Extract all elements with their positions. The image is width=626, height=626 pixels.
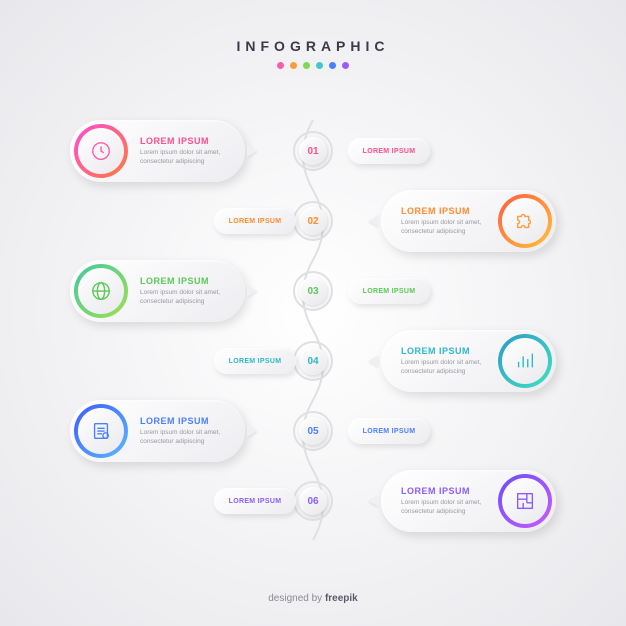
accent-dot — [277, 62, 284, 69]
pill-label: LOREM IPSUM — [229, 218, 282, 225]
icon-ring — [74, 124, 128, 178]
card-pointer — [247, 145, 257, 157]
pill-label: LOREM IPSUM — [363, 288, 416, 295]
card-text: LOREM IPSUM Lorem ipsum dolor sit amet, c… — [132, 276, 233, 307]
accent-dot — [316, 62, 323, 69]
step-pill: LOREM IPSUM — [348, 418, 430, 444]
card-title: LOREM IPSUM — [140, 276, 225, 286]
card-pointer — [247, 285, 257, 297]
accent-dots — [0, 62, 626, 69]
clock-icon — [78, 128, 124, 174]
card-title: LOREM IPSUM — [140, 416, 225, 426]
credit-brand: freepik — [325, 593, 358, 604]
infographic-container: 01 LOREM IPSUM Lorem ipsum dolor sit amet,… — [0, 120, 626, 560]
step-pill: LOREM IPSUM — [214, 208, 296, 234]
credit-prefix: designed by — [268, 593, 325, 604]
card-title: LOREM IPSUM — [401, 346, 486, 356]
icon-ring — [498, 474, 552, 528]
card-pointer — [369, 495, 379, 507]
step-number: 06 — [299, 487, 327, 515]
card-body: Lorem ipsum dolor sit amet, consectetur … — [140, 149, 225, 167]
card-body: Lorem ipsum dolor sit amet, consectetur … — [401, 359, 486, 377]
center-spine — [283, 120, 343, 540]
pill-label: LOREM IPSUM — [229, 498, 282, 505]
card-title: LOREM IPSUM — [140, 136, 225, 146]
step-card: LOREM IPSUM Lorem ipsum dolor sit amet, c… — [381, 190, 556, 252]
credit-line: designed by freepik — [0, 593, 626, 604]
pill-label: LOREM IPSUM — [363, 148, 416, 155]
main-title: INFOGRAPHIC — [0, 38, 626, 54]
step-pill: LOREM IPSUM — [348, 278, 430, 304]
step-pill: LOREM IPSUM — [214, 488, 296, 514]
accent-dot — [342, 62, 349, 69]
icon-ring — [74, 404, 128, 458]
accent-dot — [329, 62, 336, 69]
card-title: LOREM IPSUM — [401, 486, 486, 496]
maze-icon — [502, 478, 548, 524]
card-pointer — [369, 215, 379, 227]
icon-ring — [498, 194, 552, 248]
step-pill: LOREM IPSUM — [214, 348, 296, 374]
step-card: LOREM IPSUM Lorem ipsum dolor sit amet, c… — [381, 470, 556, 532]
card-pointer — [369, 355, 379, 367]
card-text: LOREM IPSUM Lorem ipsum dolor sit amet, c… — [132, 136, 233, 167]
card-body: Lorem ipsum dolor sit amet, consectetur … — [401, 499, 486, 517]
icon-ring — [74, 264, 128, 318]
card-text: LOREM IPSUM Lorem ipsum dolor sit amet, c… — [393, 486, 494, 517]
puzzle-icon — [502, 198, 548, 244]
accent-dot — [303, 62, 310, 69]
card-text: LOREM IPSUM Lorem ipsum dolor sit amet, c… — [132, 416, 233, 447]
spine-path — [283, 120, 343, 540]
step-card: LOREM IPSUM Lorem ipsum dolor sit amet, c… — [70, 120, 245, 182]
pill-label: LOREM IPSUM — [363, 428, 416, 435]
step-number: 05 — [299, 417, 327, 445]
card-body: Lorem ipsum dolor sit amet, consectetur … — [401, 219, 486, 237]
card-body: Lorem ipsum dolor sit amet, consectetur … — [140, 429, 225, 447]
step-number: 02 — [299, 207, 327, 235]
card-body: Lorem ipsum dolor sit amet, consectetur … — [140, 289, 225, 307]
icon-ring — [498, 334, 552, 388]
header: INFOGRAPHIC — [0, 0, 626, 69]
step-card: LOREM IPSUM Lorem ipsum dolor sit amet, c… — [70, 260, 245, 322]
document-icon — [78, 408, 124, 454]
accent-dot — [290, 62, 297, 69]
step-card: LOREM IPSUM Lorem ipsum dolor sit amet, c… — [381, 330, 556, 392]
card-text: LOREM IPSUM Lorem ipsum dolor sit amet, c… — [393, 346, 494, 377]
step-card: LOREM IPSUM Lorem ipsum dolor sit amet, c… — [70, 400, 245, 462]
bars-icon — [502, 338, 548, 384]
card-text: LOREM IPSUM Lorem ipsum dolor sit amet, c… — [393, 206, 494, 237]
step-number: 01 — [299, 137, 327, 165]
card-title: LOREM IPSUM — [401, 206, 486, 216]
globe-icon — [78, 268, 124, 314]
card-pointer — [247, 425, 257, 437]
step-number: 04 — [299, 347, 327, 375]
pill-label: LOREM IPSUM — [229, 358, 282, 365]
step-number: 03 — [299, 277, 327, 305]
step-pill: LOREM IPSUM — [348, 138, 430, 164]
